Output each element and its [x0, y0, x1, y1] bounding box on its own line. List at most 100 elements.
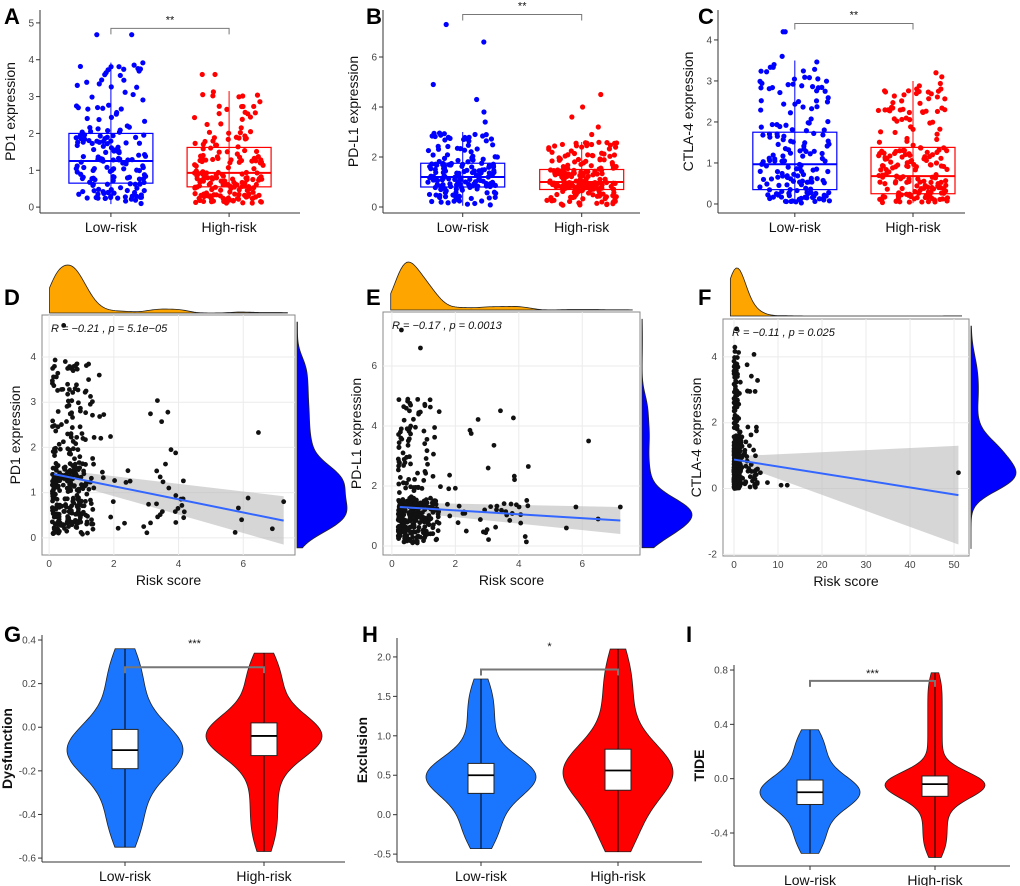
data-point	[825, 118, 831, 125]
data-point	[490, 142, 496, 148]
data-point	[68, 451, 74, 457]
correlation-annotation: R = −0.17 , p = 0.0013	[392, 320, 503, 332]
data-point	[96, 81, 102, 87]
data-point	[208, 196, 214, 202]
data-point	[425, 179, 431, 185]
data-point	[434, 536, 440, 542]
data-point	[50, 365, 56, 371]
data-point	[59, 422, 64, 427]
data-point	[511, 473, 517, 479]
x-tick-label: 6	[240, 559, 246, 570]
data-point	[754, 424, 759, 430]
data-point	[937, 126, 943, 132]
data-point	[740, 475, 746, 481]
data-point	[914, 86, 920, 92]
data-point	[758, 98, 764, 104]
data-point	[564, 173, 570, 179]
data-point	[435, 514, 441, 520]
data-point	[122, 194, 128, 200]
data-point	[91, 188, 97, 194]
data-point	[90, 181, 96, 188]
data-point	[192, 162, 198, 168]
data-point	[546, 146, 552, 152]
data-point	[499, 507, 504, 513]
data-point	[154, 501, 159, 507]
data-point	[412, 500, 418, 506]
data-point	[488, 136, 495, 142]
data-point	[397, 475, 403, 480]
data-point	[72, 461, 78, 467]
data-point	[245, 111, 251, 117]
data-point	[77, 424, 83, 430]
data-point	[820, 177, 826, 184]
data-point	[589, 131, 595, 138]
data-point	[72, 386, 78, 392]
x-tick-label: 30	[860, 560, 872, 571]
data-point	[447, 162, 453, 168]
data-point	[78, 405, 83, 411]
y-tick-label: 2	[28, 129, 34, 140]
data-point	[731, 434, 737, 440]
data-point	[416, 524, 422, 530]
x-tick-label: High-risk	[201, 219, 257, 235]
data-point	[110, 157, 116, 163]
data-point	[133, 193, 140, 199]
data-point	[463, 528, 469, 534]
data-point	[611, 140, 618, 146]
data-point	[406, 477, 412, 482]
data-point	[55, 388, 60, 393]
data-point	[70, 390, 76, 395]
data-point	[512, 477, 517, 483]
data-point	[800, 171, 807, 178]
y-tick-label: 0	[28, 203, 34, 214]
data-point	[914, 183, 920, 189]
data-point	[415, 470, 420, 476]
data-point	[551, 180, 557, 186]
data-point	[90, 399, 95, 405]
significance-bracket	[480, 668, 619, 676]
data-point	[204, 121, 210, 128]
data-point	[52, 482, 57, 488]
data-point	[468, 195, 474, 202]
panel-letter: H	[362, 622, 378, 647]
data-point	[468, 149, 474, 155]
data-point	[549, 149, 555, 155]
data-point	[108, 514, 114, 520]
data-point	[239, 179, 245, 186]
confidence-band	[734, 445, 959, 545]
x-tick-label: Low-risk	[769, 219, 822, 235]
data-point	[81, 482, 87, 488]
data-point	[731, 476, 737, 482]
data-point	[811, 130, 817, 137]
data-point	[910, 126, 916, 132]
data-point	[744, 454, 750, 459]
data-point	[77, 63, 84, 70]
data-point	[404, 480, 409, 486]
data-point	[877, 129, 884, 135]
data-point	[458, 176, 464, 183]
data-point	[412, 476, 417, 482]
data-point	[443, 188, 449, 194]
data-point	[396, 523, 402, 529]
data-point	[181, 515, 187, 521]
data-point	[112, 478, 118, 483]
data-point	[154, 468, 160, 474]
data-point	[733, 361, 738, 367]
data-point	[906, 178, 912, 185]
data-point	[736, 350, 741, 355]
data-point	[136, 152, 142, 158]
data-point	[944, 195, 951, 201]
panel-letter: G	[4, 622, 21, 647]
data-point	[402, 534, 408, 540]
data-point	[743, 479, 749, 485]
data-point	[105, 128, 111, 134]
data-point	[50, 508, 56, 514]
data-point	[895, 197, 901, 203]
data-point	[815, 76, 821, 82]
data-point	[795, 98, 802, 105]
data-point	[85, 106, 91, 112]
data-point	[743, 439, 749, 445]
data-point	[62, 509, 67, 514]
data-point	[397, 514, 403, 520]
data-point	[115, 144, 121, 150]
